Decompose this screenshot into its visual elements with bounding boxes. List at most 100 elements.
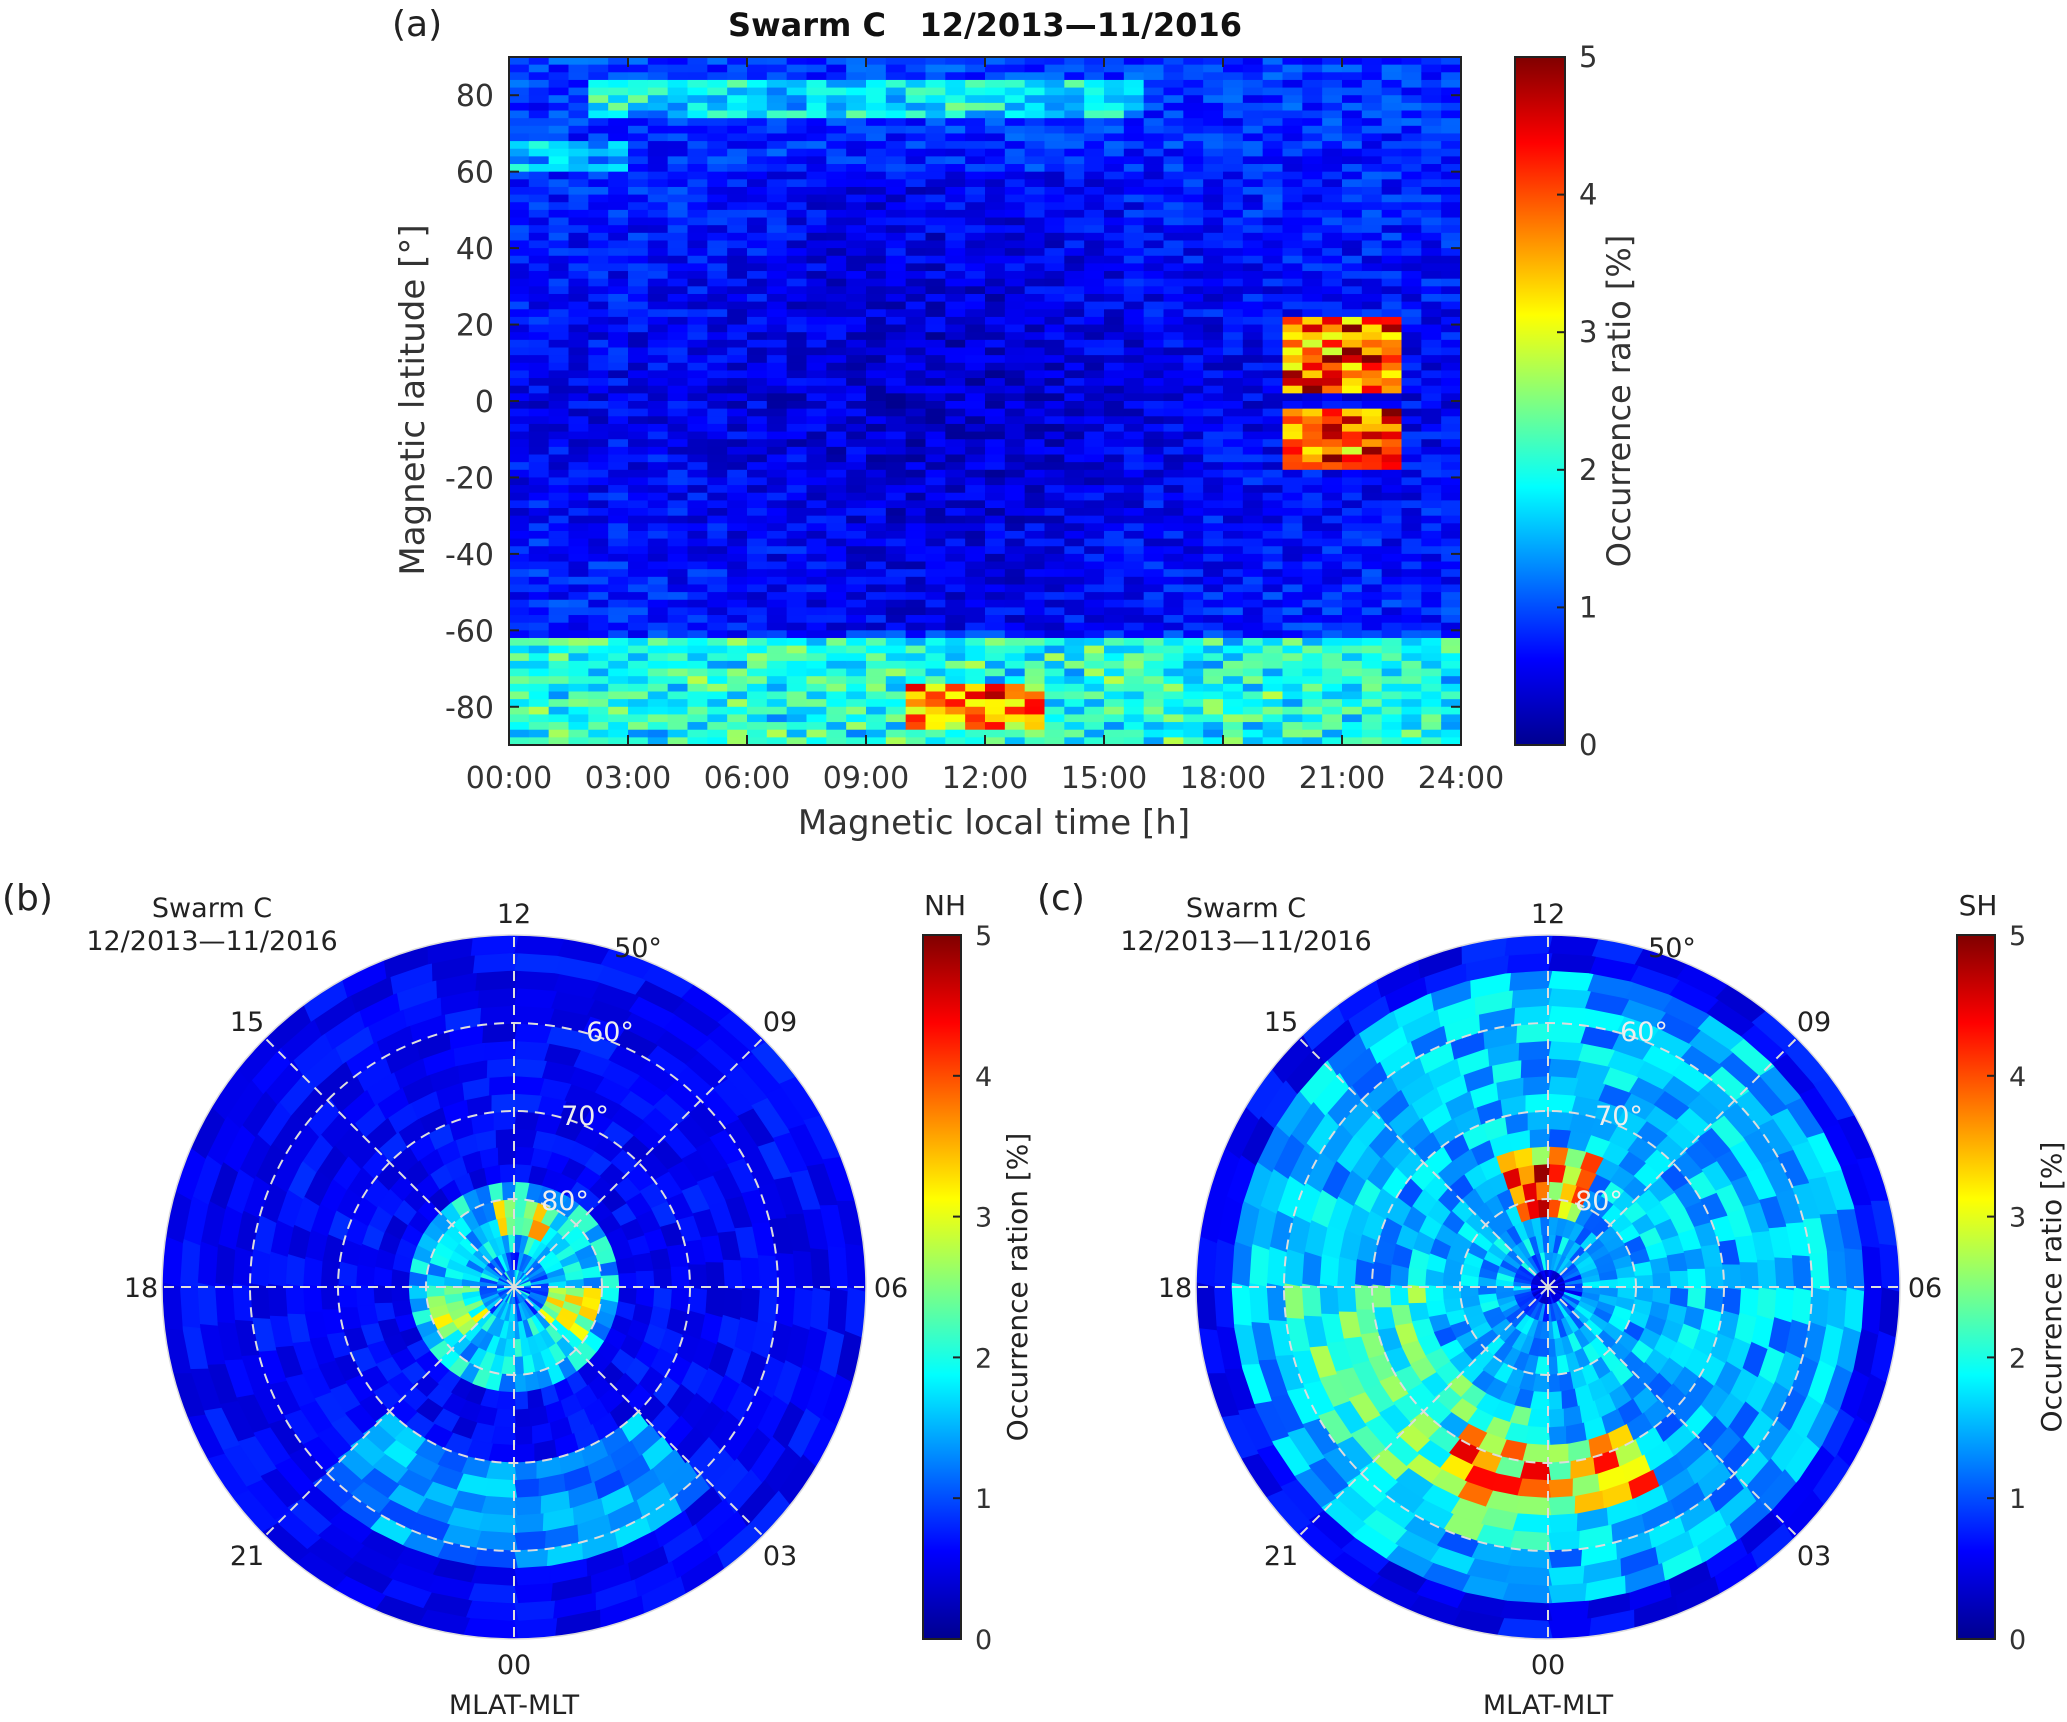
heatmap-cell xyxy=(766,584,788,593)
heatmap-cell xyxy=(945,293,966,303)
heatmap-cell xyxy=(1361,607,1383,616)
heatmap-cell xyxy=(1242,232,1264,242)
heatmap-cell xyxy=(1342,248,1363,257)
heatmap-cell xyxy=(727,301,748,310)
heatmap-cell xyxy=(628,293,649,303)
heatmap-cell xyxy=(1223,332,1244,341)
heatmap-cell xyxy=(1421,240,1442,249)
heatmap-cell xyxy=(905,110,927,119)
heatmap-cell xyxy=(766,592,788,601)
heatmap-cell xyxy=(1203,370,1224,379)
heatmap-cell xyxy=(509,301,530,310)
heatmap-cell xyxy=(1203,271,1224,280)
heatmap-cell xyxy=(1024,645,1046,654)
heatmap-cell xyxy=(707,148,728,157)
heatmap-cell xyxy=(1381,523,1403,532)
heatmap-cell xyxy=(1242,209,1264,219)
heatmap-cell xyxy=(707,355,728,364)
heatmap-cell xyxy=(866,164,887,173)
heatmap-cell xyxy=(707,286,728,295)
heatmap-cell xyxy=(548,645,570,654)
heatmap-cell xyxy=(1381,125,1403,135)
heatmap-cell xyxy=(766,209,788,219)
heatmap-cell xyxy=(885,714,907,723)
heatmap-cell xyxy=(866,584,887,593)
heatmap-cell xyxy=(1282,737,1303,745)
heatmap-cell xyxy=(1361,706,1383,716)
heatmap-cell xyxy=(1361,217,1383,226)
heatmap-cell xyxy=(1183,186,1204,196)
heatmap-cell xyxy=(806,439,827,448)
heatmap-cell xyxy=(945,469,966,479)
heatmap-cell xyxy=(1163,355,1184,364)
heatmap-cell xyxy=(1441,309,1461,318)
heatmap-cell xyxy=(826,217,847,226)
heatmap-cell xyxy=(687,462,708,471)
heatmap-cell xyxy=(1123,156,1145,165)
heatmap-cell xyxy=(1361,316,1383,326)
heatmap-cell xyxy=(509,500,530,509)
heatmap-cell xyxy=(687,179,708,188)
heatmap-cell xyxy=(628,446,649,456)
heatmap-cell xyxy=(1302,729,1323,738)
heatmap-cell xyxy=(667,217,689,226)
heatmap-cell xyxy=(1381,607,1403,616)
heatmap-cell xyxy=(1401,737,1422,745)
heatmap-cell xyxy=(1381,286,1403,295)
heatmap-cell xyxy=(1381,293,1403,303)
heatmap-cell xyxy=(1143,278,1165,287)
heatmap-cell xyxy=(965,714,986,723)
heatmap-cell xyxy=(1123,118,1145,127)
heatmap-cell xyxy=(1084,683,1105,693)
heatmap-cell xyxy=(747,645,768,654)
heatmap-cell xyxy=(846,95,867,104)
heatmap-cell xyxy=(548,194,570,203)
heatmap-cell xyxy=(806,637,827,647)
heatmap-cell xyxy=(727,454,748,463)
heatmap-cell xyxy=(1361,362,1383,372)
heatmap-cell xyxy=(866,72,887,81)
heatmap-cell xyxy=(667,714,689,723)
heatmap-cell xyxy=(687,102,708,112)
heatmap-cell xyxy=(1123,309,1145,318)
heatmap-cell xyxy=(1123,553,1145,563)
heatmap-cell xyxy=(1262,72,1284,81)
heatmap-cell xyxy=(766,255,788,264)
heatmap-cell xyxy=(1322,355,1343,364)
heatmap-cell xyxy=(568,416,589,425)
heatmap-cell xyxy=(1401,179,1422,188)
heatmap-cell xyxy=(1342,553,1363,563)
heatmap-cell xyxy=(1044,676,1065,685)
heatmap-cell xyxy=(985,653,1006,662)
heatmap-cell xyxy=(1064,248,1085,257)
heatmap-cell xyxy=(905,416,927,425)
heatmap-cell xyxy=(1163,87,1184,96)
heatmap-cell xyxy=(1163,217,1184,226)
heatmap-cell xyxy=(568,660,589,670)
heatmap-cell xyxy=(826,194,847,203)
heatmap-cell xyxy=(1262,523,1284,532)
heatmap-cell xyxy=(528,194,550,203)
heatmap-cell xyxy=(1342,255,1363,264)
heatmap-cell xyxy=(1322,248,1343,257)
heatmap-cell xyxy=(707,217,728,226)
heatmap-cell xyxy=(806,72,827,81)
heatmap-cell xyxy=(945,637,966,647)
heatmap-cell xyxy=(687,515,708,524)
heatmap-cell xyxy=(608,538,629,547)
heatmap-cell xyxy=(608,332,629,341)
heatmap-cell xyxy=(1262,477,1284,486)
heatmap-cell xyxy=(905,194,927,203)
heatmap-cell xyxy=(1262,691,1284,700)
heatmap-cell xyxy=(747,309,768,318)
heatmap-cell xyxy=(1084,72,1105,81)
heatmap-cell xyxy=(1044,729,1065,738)
heatmap-cell xyxy=(1342,378,1363,387)
y-tick-label: -60 xyxy=(445,614,494,649)
heatmap-cell xyxy=(766,370,788,379)
heatmap-cell xyxy=(1064,454,1085,463)
heatmap-cell xyxy=(1183,722,1204,731)
heatmap-cell xyxy=(1084,737,1105,745)
heatmap-cell xyxy=(1123,676,1145,685)
heatmap-cell xyxy=(647,286,669,295)
